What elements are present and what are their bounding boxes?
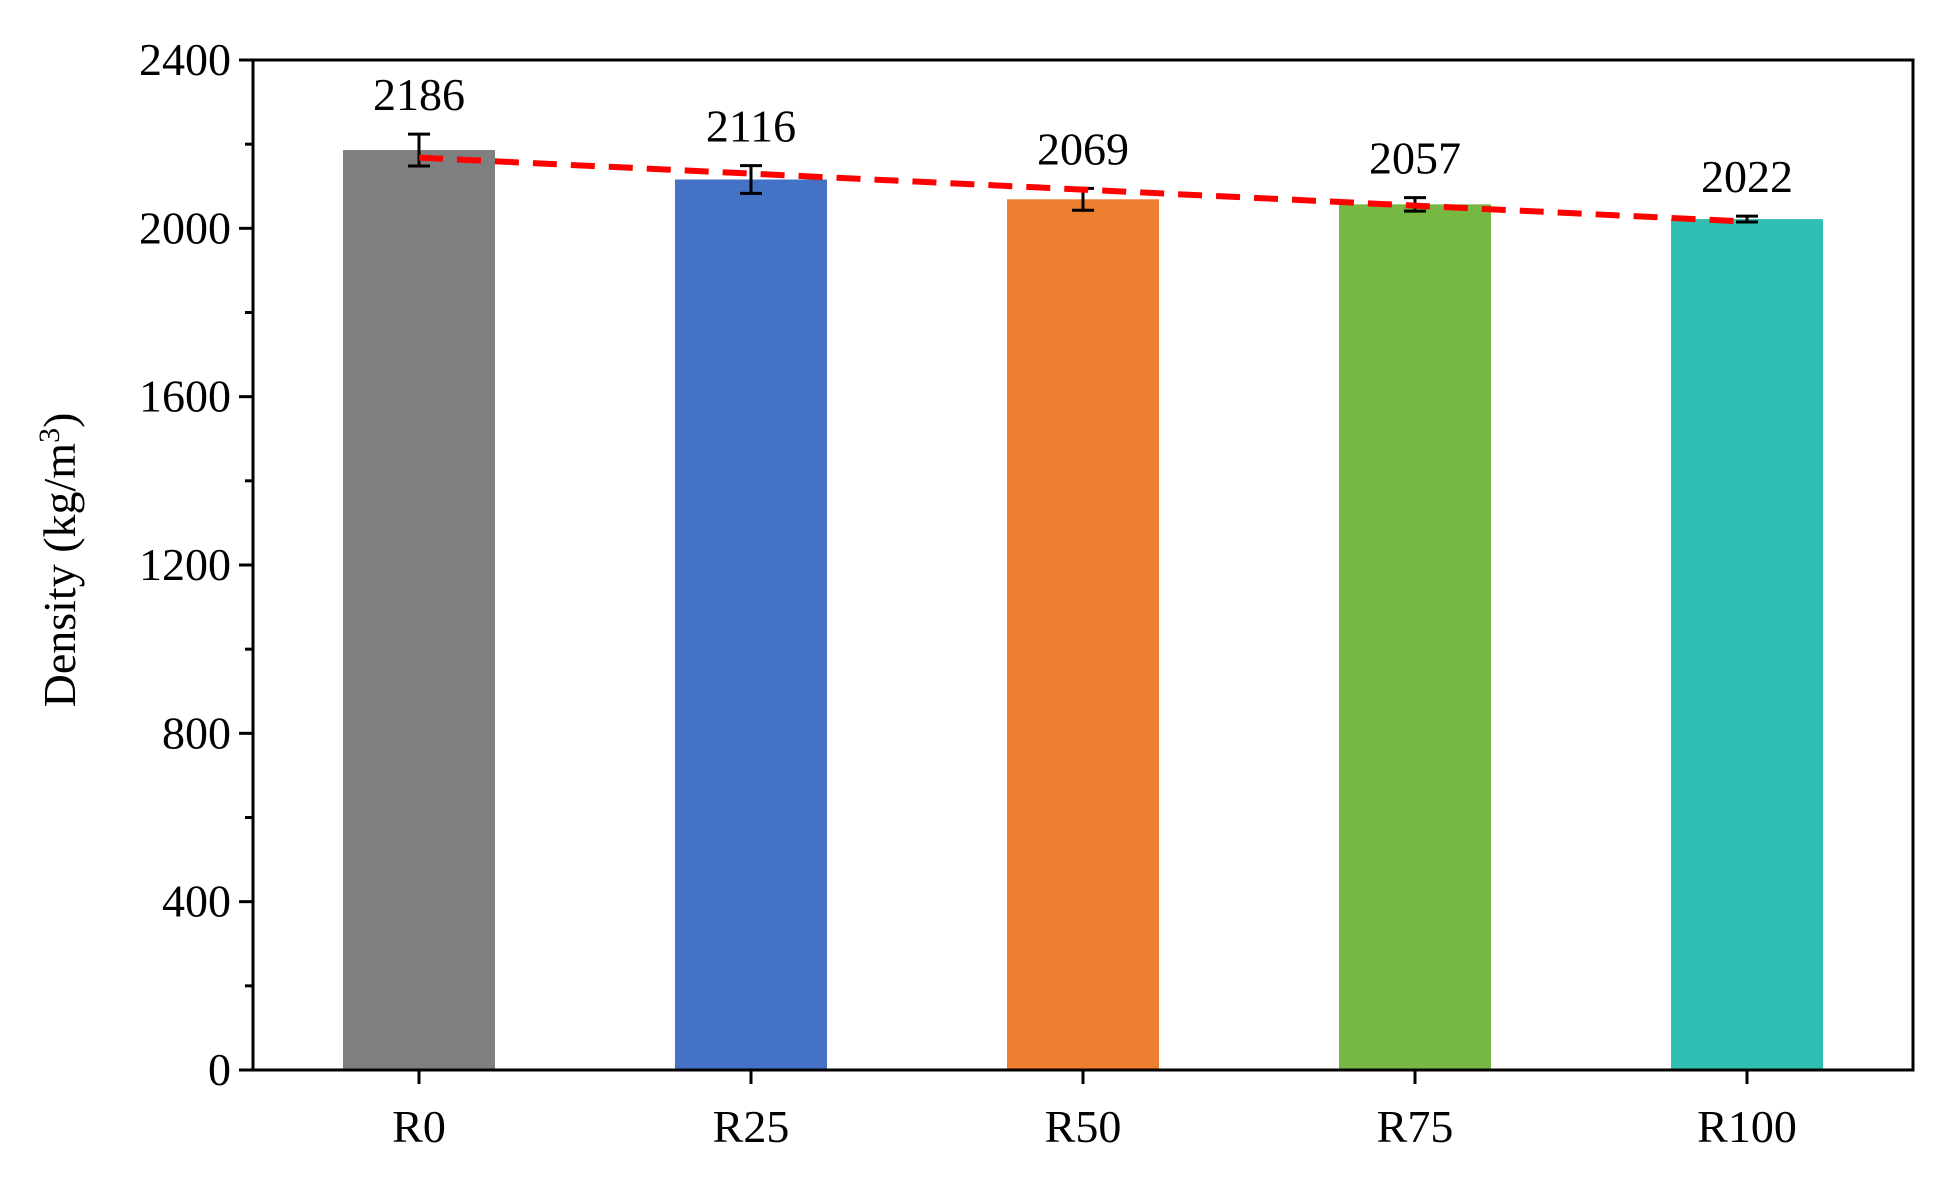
y-tick-label: 2000	[139, 202, 231, 253]
error-bar-r0	[408, 132, 430, 168]
y-tick-label: 400	[162, 876, 231, 927]
y-tick-label: 0	[208, 1044, 231, 1095]
trend-line	[418, 154, 1748, 225]
y-axis-title: Density (kg/m3)	[33, 413, 85, 708]
bar-r50	[1007, 199, 1159, 1070]
trend-line-group	[418, 154, 1748, 225]
axes-group	[239, 58, 1915, 1084]
data-label-r0: 2186	[373, 69, 465, 120]
x-tick-label-r25: R25	[713, 1101, 790, 1152]
data-label-r100: 2022	[1701, 151, 1793, 202]
error-bar-r25	[740, 164, 762, 195]
bar-r25	[675, 179, 827, 1070]
x-tick-label-r50: R50	[1045, 1101, 1122, 1152]
bar-r75	[1339, 204, 1491, 1071]
data-label-r50: 2069	[1037, 123, 1129, 174]
bars-group	[343, 150, 1823, 1071]
y-tick-label: 800	[162, 707, 231, 758]
labels-group: 0 400 800 1200 1600 2000 2400 R0 R25 R50 R75 R100 21…	[139, 34, 1797, 1152]
x-tick-label-r100: R100	[1697, 1101, 1797, 1152]
error-bar-r100	[1736, 214, 1758, 224]
data-label-r25: 2116	[706, 101, 796, 152]
y-tick-label: 1200	[139, 539, 231, 590]
y-tick-label: 1600	[139, 371, 231, 422]
bar-r0	[343, 150, 495, 1070]
bar-r100	[1671, 219, 1823, 1070]
x-tick-label-r0: R0	[392, 1101, 446, 1152]
y-tick-label: 2400	[139, 34, 231, 85]
error-bars-group	[408, 132, 1758, 224]
data-label-r75: 2057	[1369, 133, 1461, 184]
x-tick-label-r75: R75	[1377, 1101, 1454, 1152]
